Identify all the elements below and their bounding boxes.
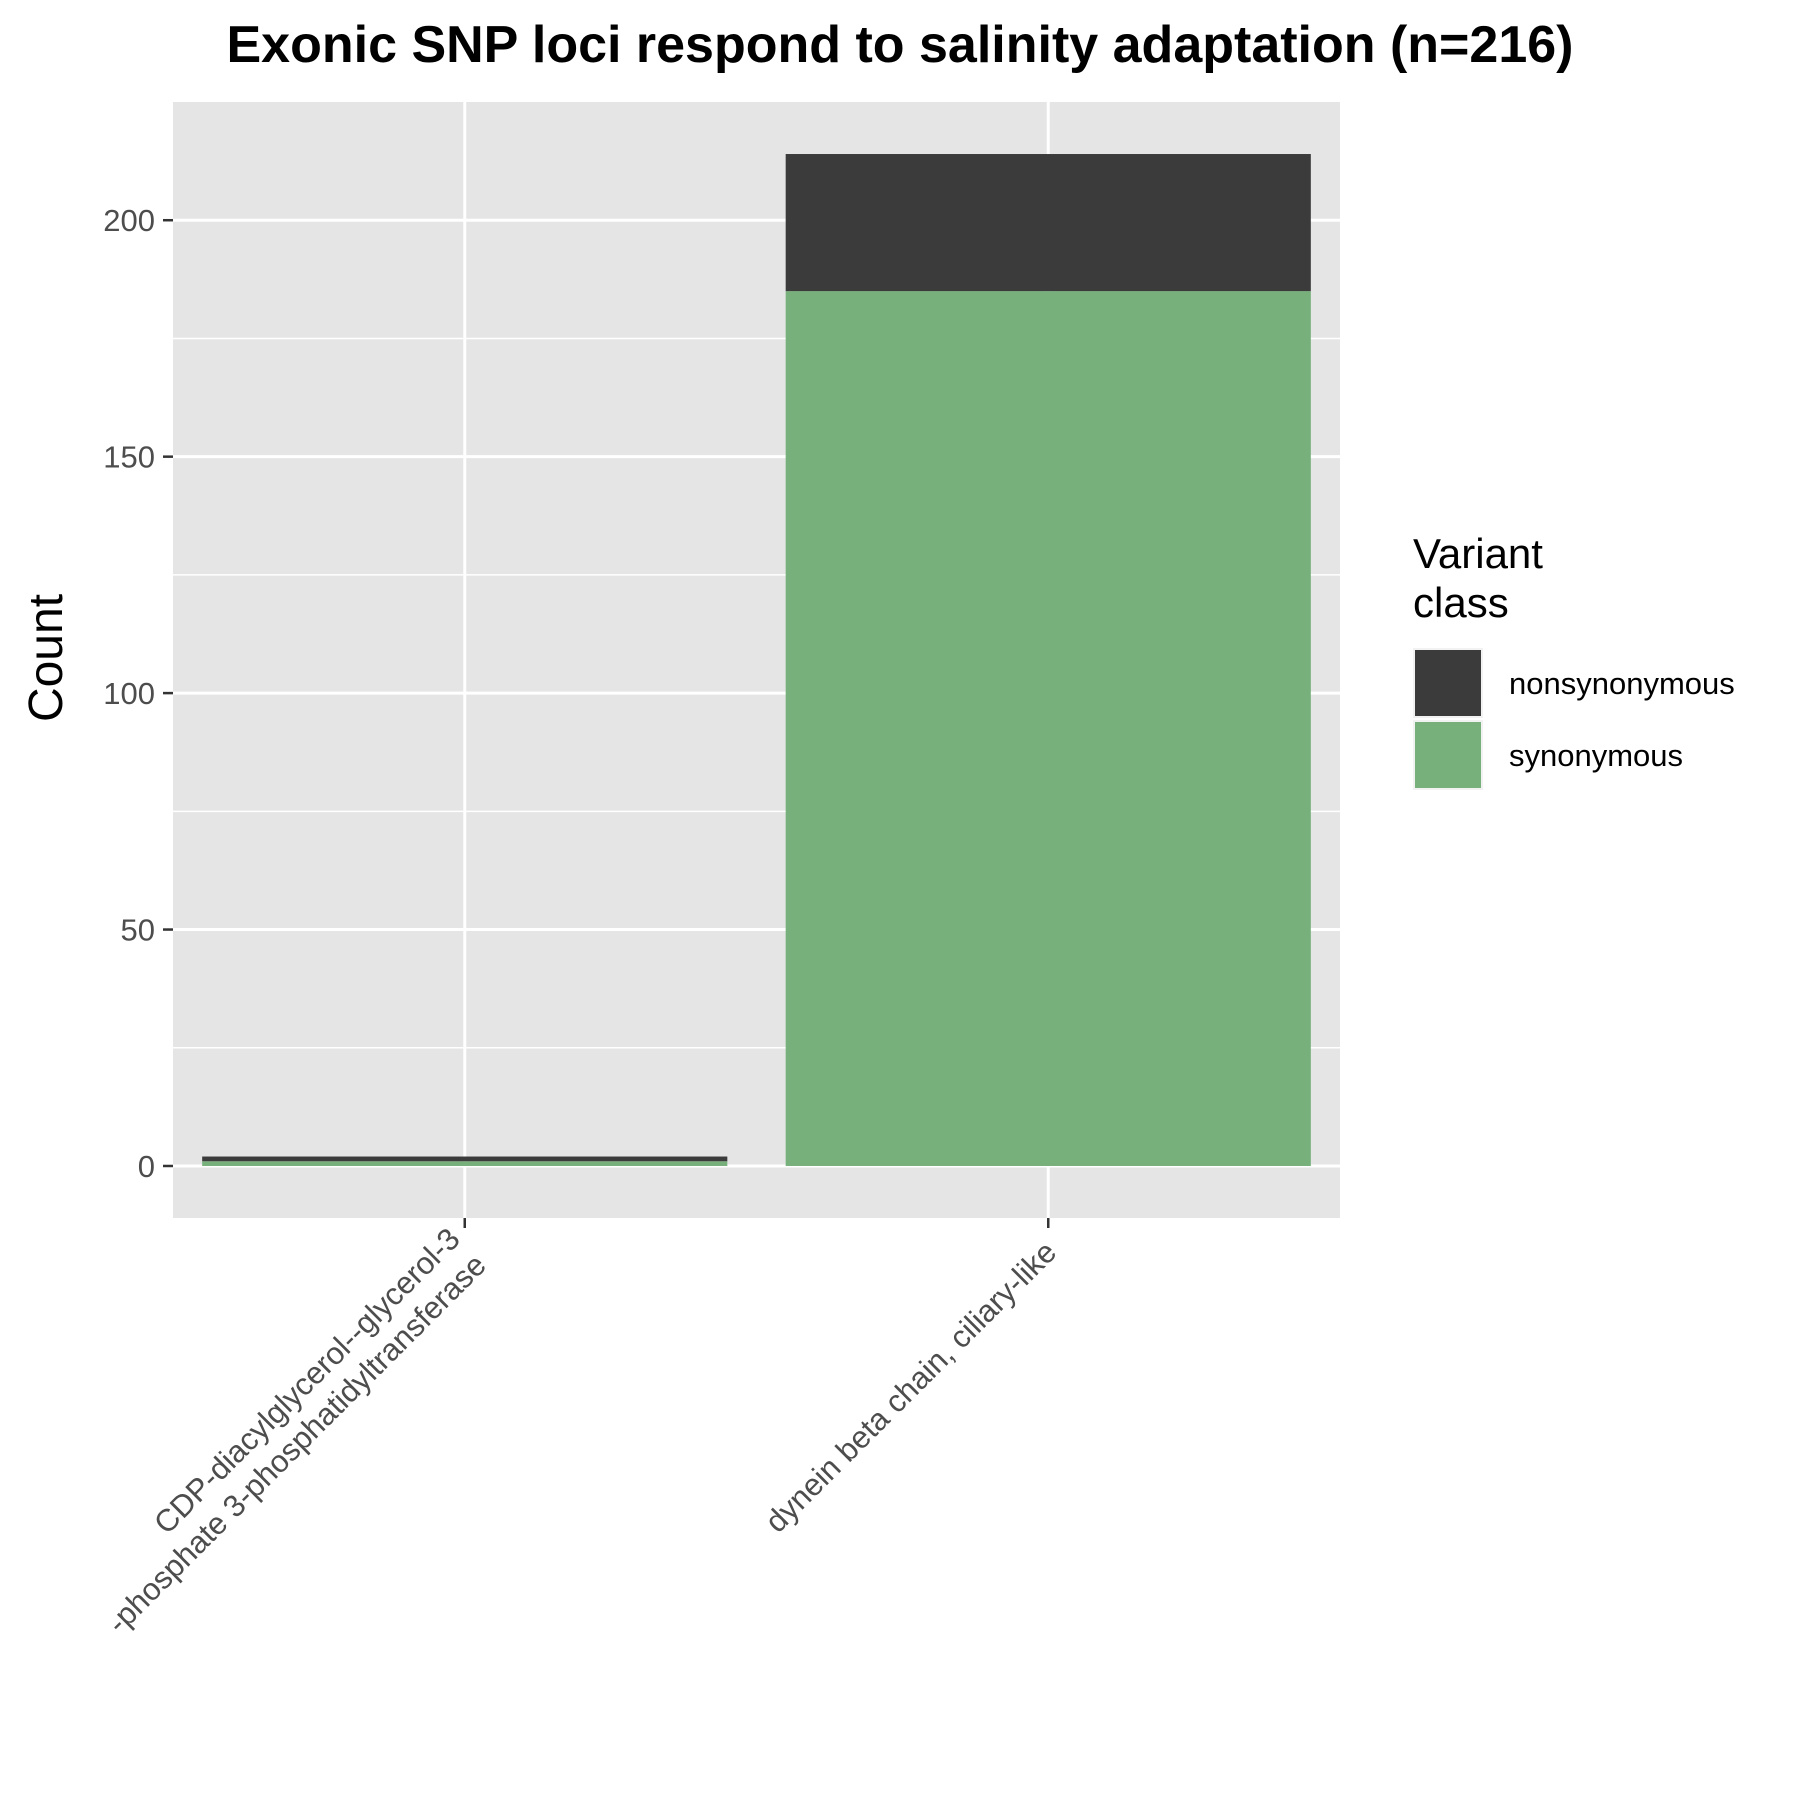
legend-title: class	[1413, 579, 1509, 626]
bar-nonsynonymous	[202, 1156, 728, 1162]
bars	[202, 154, 1311, 1166]
x-axis: CDP-diacylglycerol--glycerol-3-phosphate…	[74, 1218, 1063, 1640]
y-tick-label: 0	[138, 1149, 155, 1184]
x-tick-label: CDP-diacylglycerol--glycerol-3-phosphate…	[74, 1221, 493, 1640]
chart-title: Exonic SNP loci respond to salinity adap…	[227, 16, 1574, 74]
y-axis: 0 50 100 150 200	[103, 203, 173, 1184]
y-tick-label: 150	[103, 440, 155, 475]
x-tick-label-line: -phosphate 3-phosphatidyltransferase	[100, 1247, 493, 1640]
bar-nonsynonymous	[785, 154, 1311, 292]
y-tick-label: 100	[103, 676, 155, 711]
legend-label-nonsynonymous: nonsynonymous	[1509, 666, 1735, 701]
y-tick-label: 50	[121, 913, 155, 948]
x-tick-label-line: CDP-diacylglycerol--glycerol-3	[147, 1221, 467, 1541]
bar-synonymous	[785, 291, 1311, 1166]
x-tick-label-line: dynein beta chain, ciliary-like	[758, 1234, 1063, 1539]
y-axis-title: Count	[20, 594, 73, 722]
bar-synonymous	[202, 1161, 728, 1166]
x-tick-label: dynein beta chain, ciliary-like	[758, 1234, 1063, 1539]
legend-label-synonymous: synonymous	[1509, 738, 1683, 773]
y-tick-label: 200	[103, 203, 155, 238]
legend-title: Variant	[1413, 530, 1543, 577]
legend-swatch-nonsynonymous	[1415, 650, 1481, 716]
legend-swatch-synonymous	[1415, 722, 1481, 788]
